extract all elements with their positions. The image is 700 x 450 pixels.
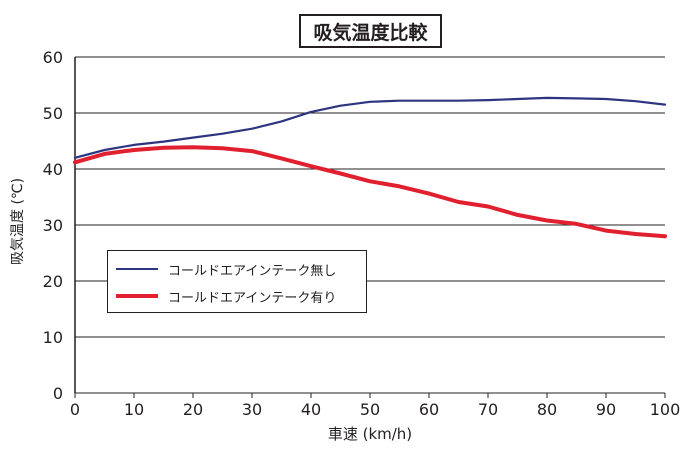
legend-label-with-intake: コールドエアインテーク有り bbox=[168, 290, 337, 306]
y-tick-label: 40 bbox=[43, 160, 63, 179]
x-axis-label: 車速 (km/h) bbox=[327, 425, 413, 443]
x-tick-label: 100 bbox=[650, 400, 681, 419]
legend-item-with-intake: コールドエアインテーク有り bbox=[116, 286, 336, 306]
x-tick-label: 70 bbox=[478, 400, 498, 419]
y-tick-label: 20 bbox=[43, 272, 63, 291]
legend: コールドエアインテーク無し コールドエアインテーク有り bbox=[107, 250, 367, 313]
series-line-no-intake bbox=[73, 96, 667, 159]
x-tick-label: 30 bbox=[242, 400, 262, 419]
x-tick-label: 60 bbox=[419, 400, 439, 419]
x-tick-label: 0 bbox=[70, 400, 80, 419]
y-tick-label: 0 bbox=[53, 384, 63, 403]
legend-item-no-intake: コールドエアインテーク無し bbox=[116, 259, 336, 279]
legend-swatch-with-intake bbox=[116, 294, 158, 298]
x-tick-label: 90 bbox=[596, 400, 616, 419]
y-tick-label: 60 bbox=[43, 48, 63, 67]
chart-title: 吸気温度比較 bbox=[299, 14, 442, 48]
legend-label-no-intake: コールドエアインテーク無し bbox=[168, 263, 337, 279]
chart-title-text: 吸気温度比較 bbox=[313, 21, 428, 44]
x-tick-label: 50 bbox=[360, 400, 380, 419]
y-axis-label: 吸気温度 (℃) bbox=[10, 177, 26, 265]
legend-swatch-no-intake bbox=[116, 268, 158, 270]
x-tick-label: 80 bbox=[537, 400, 557, 419]
y-tick-label: 10 bbox=[43, 328, 63, 347]
y-tick-label: 30 bbox=[43, 216, 63, 235]
x-tick-label: 10 bbox=[124, 400, 144, 419]
y-tick-label: 50 bbox=[43, 104, 63, 123]
x-tick-label: 20 bbox=[183, 400, 203, 419]
series-line-with-intake bbox=[73, 145, 667, 239]
x-tick-label: 40 bbox=[301, 400, 321, 419]
